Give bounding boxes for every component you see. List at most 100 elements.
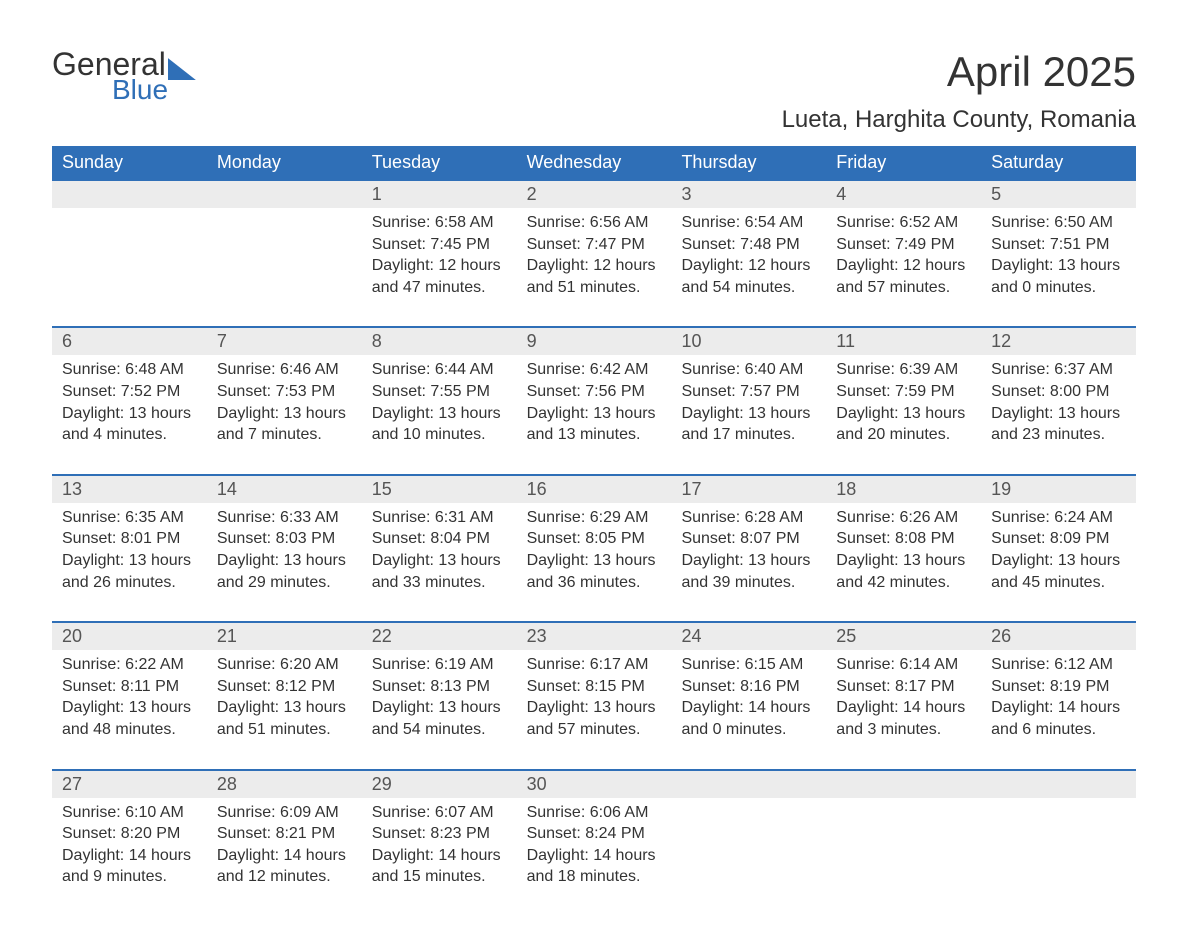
daylight-line-1: Daylight: 14 hours — [62, 845, 197, 867]
day-number: 8 — [362, 328, 517, 355]
daylight-line-2: and 36 minutes. — [527, 572, 662, 594]
sunset-line: Sunset: 8:17 PM — [836, 676, 971, 698]
daylight-line-1: Daylight: 13 hours — [217, 697, 352, 719]
sunset-line: Sunset: 8:16 PM — [681, 676, 816, 698]
sunrise-line: Sunrise: 6:28 AM — [681, 507, 816, 529]
sunrise-line: Sunrise: 6:12 AM — [991, 654, 1126, 676]
weekday-header: Wednesday — [517, 146, 672, 179]
sunrise-line: Sunrise: 6:24 AM — [991, 507, 1126, 529]
day-number: 25 — [826, 623, 981, 650]
sunrise-line: Sunrise: 6:06 AM — [527, 802, 662, 824]
day-cell — [207, 208, 362, 298]
sunset-line: Sunset: 8:13 PM — [372, 676, 507, 698]
daylight-line-1: Daylight: 13 hours — [372, 697, 507, 719]
day-number-row: 12345 — [52, 181, 1136, 208]
day-data-row: Sunrise: 6:58 AMSunset: 7:45 PMDaylight:… — [52, 208, 1136, 326]
sunset-line: Sunset: 7:45 PM — [372, 234, 507, 256]
sunrise-line: Sunrise: 6:14 AM — [836, 654, 971, 676]
sunset-line: Sunset: 8:12 PM — [217, 676, 352, 698]
daylight-line-2: and 3 minutes. — [836, 719, 971, 741]
sunset-line: Sunset: 8:04 PM — [372, 528, 507, 550]
day-cell: Sunrise: 6:37 AMSunset: 8:00 PMDaylight:… — [981, 355, 1136, 445]
sunset-line: Sunset: 8:19 PM — [991, 676, 1126, 698]
sunrise-line: Sunrise: 6:42 AM — [527, 359, 662, 381]
sunset-line: Sunset: 8:08 PM — [836, 528, 971, 550]
day-number: 1 — [362, 181, 517, 208]
day-number: 24 — [671, 623, 826, 650]
day-number: 2 — [517, 181, 672, 208]
day-cell: Sunrise: 6:31 AMSunset: 8:04 PMDaylight:… — [362, 503, 517, 593]
day-cell: Sunrise: 6:17 AMSunset: 8:15 PMDaylight:… — [517, 650, 672, 740]
sunrise-line: Sunrise: 6:19 AM — [372, 654, 507, 676]
sunset-line: Sunset: 7:49 PM — [836, 234, 971, 256]
calendar-page: General Blue April 2025 Lueta, Harghita … — [0, 0, 1188, 936]
daylight-line-1: Daylight: 13 hours — [836, 403, 971, 425]
day-cell: Sunrise: 6:12 AMSunset: 8:19 PMDaylight:… — [981, 650, 1136, 740]
sunset-line: Sunset: 8:09 PM — [991, 528, 1126, 550]
sunrise-line: Sunrise: 6:35 AM — [62, 507, 197, 529]
day-data-row: Sunrise: 6:22 AMSunset: 8:11 PMDaylight:… — [52, 650, 1136, 768]
weekday-header: Saturday — [981, 146, 1136, 179]
daylight-line-2: and 18 minutes. — [527, 866, 662, 888]
day-number: 12 — [981, 328, 1136, 355]
daylight-line-2: and 10 minutes. — [372, 424, 507, 446]
daylight-line-1: Daylight: 14 hours — [681, 697, 816, 719]
sunset-line: Sunset: 7:48 PM — [681, 234, 816, 256]
daylight-line-1: Daylight: 13 hours — [527, 697, 662, 719]
daylight-line-1: Daylight: 13 hours — [991, 255, 1126, 277]
daylight-line-2: and 0 minutes. — [991, 277, 1126, 299]
sunrise-line: Sunrise: 6:48 AM — [62, 359, 197, 381]
day-cell: Sunrise: 6:35 AMSunset: 8:01 PMDaylight:… — [52, 503, 207, 593]
weekday-header: Thursday — [671, 146, 826, 179]
sunset-line: Sunset: 8:23 PM — [372, 823, 507, 845]
day-data-row: Sunrise: 6:10 AMSunset: 8:20 PMDaylight:… — [52, 798, 1136, 896]
calendar-week: 6789101112Sunrise: 6:48 AMSunset: 7:52 P… — [52, 326, 1136, 473]
day-number — [207, 181, 362, 208]
sunset-line: Sunset: 8:00 PM — [991, 381, 1126, 403]
daylight-line-2: and 48 minutes. — [62, 719, 197, 741]
daylight-line-1: Daylight: 13 hours — [372, 403, 507, 425]
day-number-row: 20212223242526 — [52, 623, 1136, 650]
day-cell: Sunrise: 6:22 AMSunset: 8:11 PMDaylight:… — [52, 650, 207, 740]
sunset-line: Sunset: 7:57 PM — [681, 381, 816, 403]
daylight-line-1: Daylight: 14 hours — [527, 845, 662, 867]
daylight-line-1: Daylight: 13 hours — [62, 403, 197, 425]
daylight-line-1: Daylight: 14 hours — [217, 845, 352, 867]
calendar-week: 13141516171819Sunrise: 6:35 AMSunset: 8:… — [52, 474, 1136, 621]
day-cell: Sunrise: 6:06 AMSunset: 8:24 PMDaylight:… — [517, 798, 672, 888]
daylight-line-1: Daylight: 13 hours — [62, 697, 197, 719]
day-cell: Sunrise: 6:52 AMSunset: 7:49 PMDaylight:… — [826, 208, 981, 298]
daylight-line-1: Daylight: 12 hours — [681, 255, 816, 277]
sunrise-line: Sunrise: 6:39 AM — [836, 359, 971, 381]
day-number — [52, 181, 207, 208]
calendar-body: 12345Sunrise: 6:58 AMSunset: 7:45 PMDayl… — [52, 179, 1136, 896]
daylight-line-2: and 12 minutes. — [217, 866, 352, 888]
day-number: 27 — [52, 771, 207, 798]
sunset-line: Sunset: 7:55 PM — [372, 381, 507, 403]
sunrise-line: Sunrise: 6:46 AM — [217, 359, 352, 381]
daylight-line-2: and 0 minutes. — [681, 719, 816, 741]
day-cell: Sunrise: 6:58 AMSunset: 7:45 PMDaylight:… — [362, 208, 517, 298]
daylight-line-1: Daylight: 13 hours — [372, 550, 507, 572]
day-cell: Sunrise: 6:46 AMSunset: 7:53 PMDaylight:… — [207, 355, 362, 445]
day-cell — [671, 798, 826, 888]
sunset-line: Sunset: 8:15 PM — [527, 676, 662, 698]
day-cell: Sunrise: 6:42 AMSunset: 7:56 PMDaylight:… — [517, 355, 672, 445]
daylight-line-2: and 6 minutes. — [991, 719, 1126, 741]
day-cell: Sunrise: 6:40 AMSunset: 7:57 PMDaylight:… — [671, 355, 826, 445]
day-cell: Sunrise: 6:56 AMSunset: 7:47 PMDaylight:… — [517, 208, 672, 298]
sunrise-line: Sunrise: 6:15 AM — [681, 654, 816, 676]
sunrise-line: Sunrise: 6:40 AM — [681, 359, 816, 381]
sunset-line: Sunset: 8:01 PM — [62, 528, 197, 550]
day-number: 21 — [207, 623, 362, 650]
daylight-line-2: and 26 minutes. — [62, 572, 197, 594]
page-header: General Blue April 2025 Lueta, Harghita … — [52, 48, 1136, 134]
day-number-row: 13141516171819 — [52, 476, 1136, 503]
daylight-line-2: and 20 minutes. — [836, 424, 971, 446]
day-number-row: 6789101112 — [52, 328, 1136, 355]
daylight-line-1: Daylight: 13 hours — [527, 550, 662, 572]
weekday-header-row: SundayMondayTuesdayWednesdayThursdayFrid… — [52, 146, 1136, 179]
sunset-line: Sunset: 8:24 PM — [527, 823, 662, 845]
calendar-week: 12345Sunrise: 6:58 AMSunset: 7:45 PMDayl… — [52, 179, 1136, 326]
sunset-line: Sunset: 8:21 PM — [217, 823, 352, 845]
